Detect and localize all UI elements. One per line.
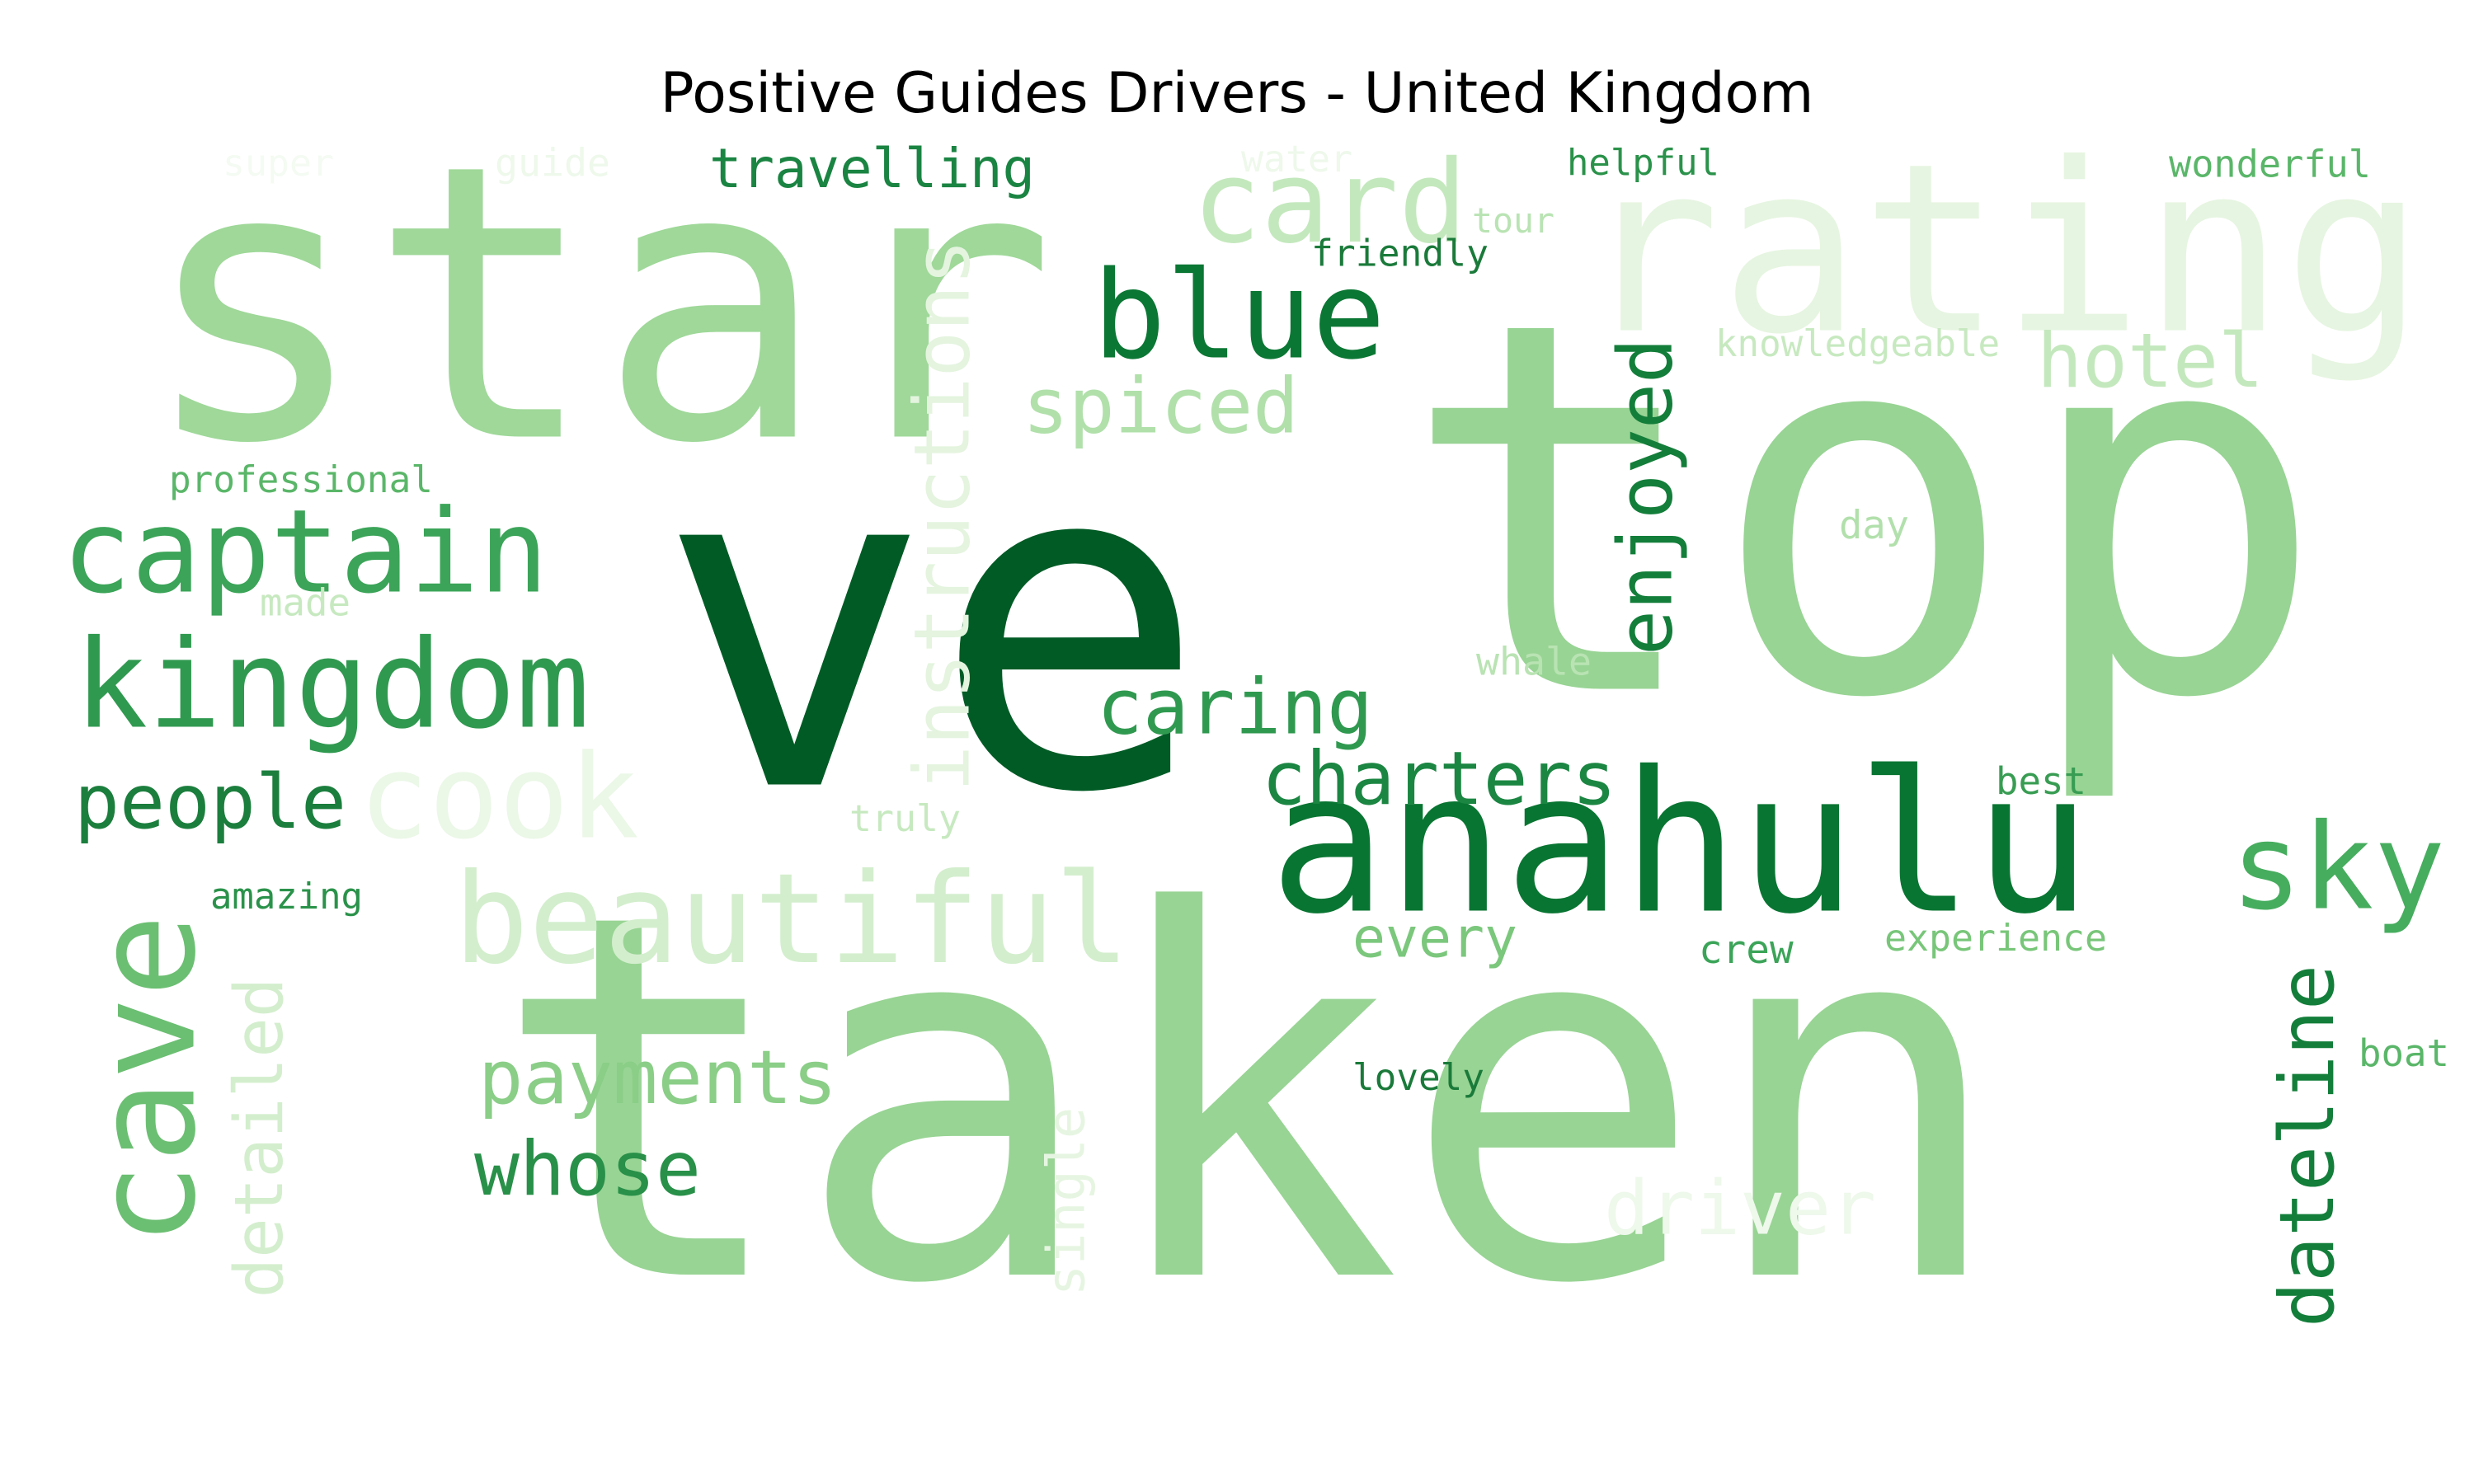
word-guide: guide — [495, 141, 610, 186]
word-single: single — [1036, 1107, 1097, 1296]
word-beautiful: beautiful — [454, 847, 1130, 992]
word-cook: cook — [359, 730, 639, 866]
word-every: every — [1352, 906, 1517, 970]
word-captain: captain — [62, 486, 548, 620]
word-people: people — [74, 758, 346, 846]
word-friendly: friendly — [1311, 232, 1489, 275]
word-experience: experience — [1884, 916, 2107, 960]
word-truly: truly — [849, 796, 961, 840]
word-kingdom: kingdom — [74, 613, 590, 756]
word-caring: caring — [1097, 663, 1373, 752]
word-card: card — [1192, 135, 1467, 269]
word-ve: ve — [657, 361, 1207, 893]
word-crew: crew — [1699, 928, 1794, 973]
chart-title: Positive Guides Drivers - United Kingdom — [660, 61, 1814, 126]
word-wonderful: wonderful — [2169, 143, 2371, 186]
word-best: best — [1996, 759, 2086, 803]
word-top: top — [1399, 213, 2327, 810]
word-blue: blue — [1093, 245, 1385, 387]
word-sky: sky — [2231, 799, 2445, 937]
word-taken: taken — [491, 807, 2009, 1394]
word-day: day — [1839, 503, 1909, 548]
word-instructions: instructions — [898, 239, 987, 791]
word-knowledgeable: knowledgeable — [1715, 323, 2000, 365]
word-driver: driver — [1604, 1164, 1876, 1252]
word-amazing: amazing — [210, 876, 363, 918]
word-boat: boat — [2359, 1031, 2449, 1075]
word-dateline: dateline — [2263, 965, 2351, 1327]
word-detailed: detailed — [221, 978, 299, 1298]
word-lovely: lovely — [1352, 1057, 1484, 1099]
word-tour: tour — [1472, 200, 1554, 241]
word-helpful: helpful — [1567, 142, 1719, 184]
word-cave: cave — [67, 914, 227, 1247]
word-charters: charters — [1262, 736, 1616, 822]
word-hotel: hotel — [2037, 317, 2264, 405]
word-super: super — [223, 141, 334, 185]
word-whale: whale — [1476, 640, 1592, 684]
word-professional: professional — [169, 459, 433, 501]
word-spiced: spiced — [1023, 362, 1299, 451]
word-rating: rating — [1579, 114, 2425, 386]
word-star: star — [139, 84, 1056, 527]
word-whose: whose — [474, 1125, 701, 1213]
word-enjoyed: enjoyed — [1602, 338, 1690, 655]
word-water: water — [1241, 137, 1352, 181]
word-travelling: travelling — [709, 138, 1035, 200]
word-made: made — [260, 581, 350, 625]
word-payments: payments — [478, 1035, 837, 1121]
word-anahulu: anahulu — [1269, 730, 2091, 957]
